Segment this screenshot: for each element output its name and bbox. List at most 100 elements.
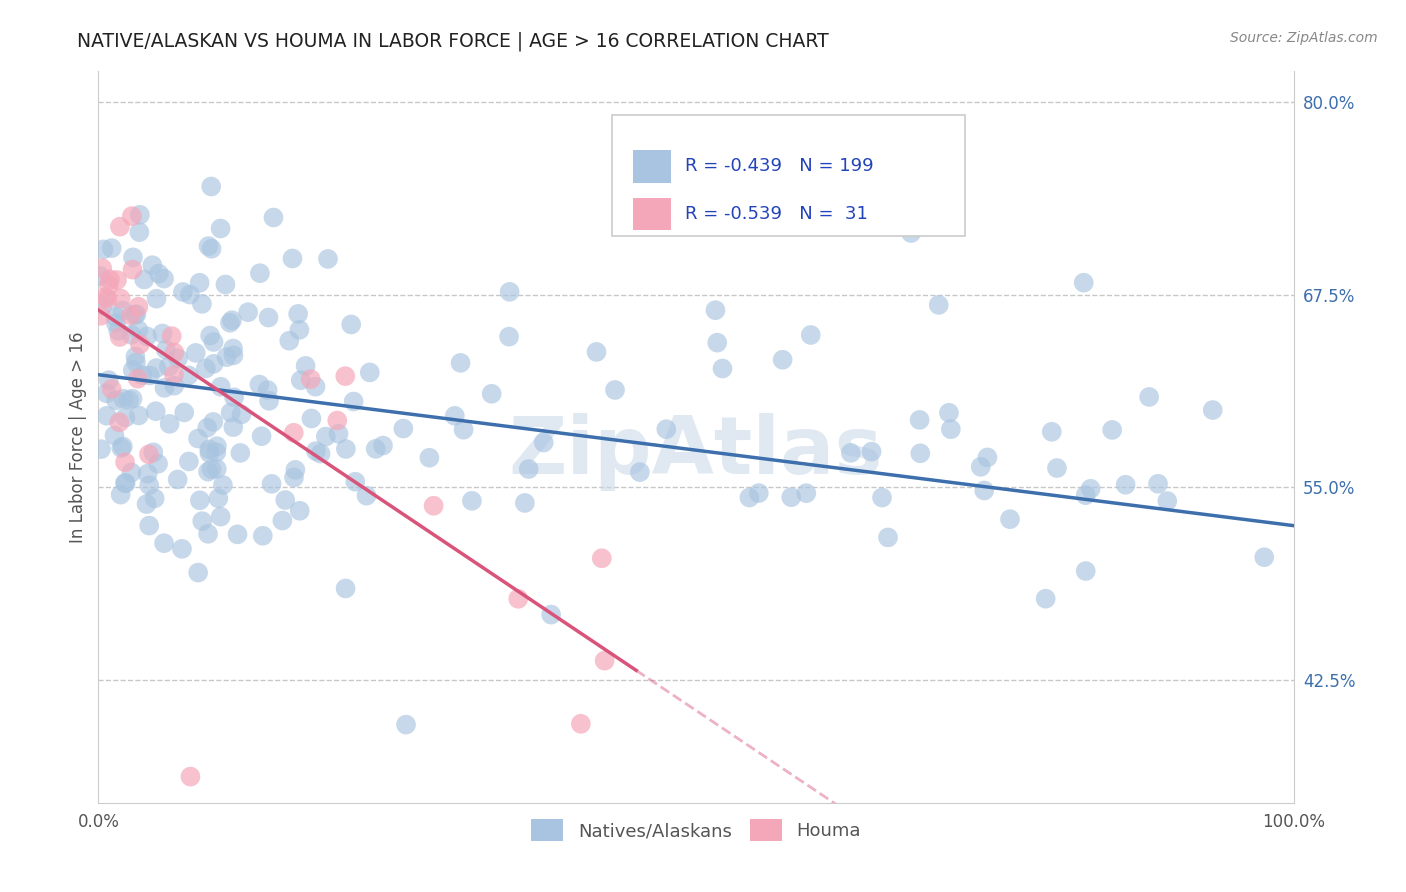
Point [205,445,228,459]
Point [860,444,883,458]
Point [910,446,932,460]
Point [188,276,211,290]
Point [128,225,150,239]
Point [135,497,157,511]
Point [136,329,159,343]
Point [256,383,278,397]
Point [114,410,136,425]
Point [284,463,307,477]
Point [301,411,323,425]
Point [172,285,194,299]
Text: R = -0.439   N = 199: R = -0.439 N = 199 [685,158,875,176]
Point [299,372,322,386]
Point [222,390,245,404]
Point [711,361,734,376]
Point [139,368,162,383]
Point [195,421,218,435]
Point [184,346,207,360]
Point [344,475,367,489]
Point [96,409,118,423]
Point [209,380,232,394]
Point [335,442,357,456]
Point [110,292,132,306]
Point [288,323,311,337]
Point [309,447,332,461]
Text: Source: ZipAtlas.com: Source: ZipAtlas.com [1230,31,1378,45]
Point [105,393,128,408]
Point [163,378,186,392]
Point [136,467,159,481]
Point [335,582,357,596]
Point [111,303,134,318]
Point [198,328,221,343]
Point [481,386,503,401]
Point [157,359,180,374]
Point [593,654,616,668]
Point [100,382,122,396]
Y-axis label: In Labor Force | Age > 16: In Labor Force | Age > 16 [69,331,87,543]
Point [103,428,125,442]
Point [207,491,229,506]
Point [111,440,134,454]
Point [533,435,555,450]
Point [122,251,145,265]
Point [138,478,160,492]
Point [121,262,143,277]
Point [121,209,143,223]
Point [105,273,128,287]
Point [998,512,1021,526]
Point [96,386,118,401]
Point [748,486,770,500]
Point [1046,461,1069,475]
Point [603,383,626,397]
Point [305,444,328,458]
Point [124,308,146,322]
Point [209,221,232,235]
Point [159,417,181,431]
Point [513,496,536,510]
Point [591,551,613,566]
Point [219,405,242,419]
Point [335,369,357,384]
Point [1147,476,1170,491]
Point [177,368,200,383]
Point [145,292,167,306]
Point [1080,482,1102,496]
Point [127,300,149,314]
Point [134,272,156,286]
Point [326,413,349,427]
Point [655,422,678,436]
Point [231,408,253,422]
Point [108,330,131,344]
Point [202,415,225,429]
Point [585,345,607,359]
Point [163,368,186,382]
Point [90,442,112,457]
Point [706,335,728,350]
Point [214,277,236,292]
FancyBboxPatch shape [633,197,671,230]
Point [1101,423,1123,437]
Point [153,536,176,550]
Point [222,342,245,356]
Point [271,514,294,528]
Point [198,442,221,457]
Point [128,337,150,351]
Point [179,287,201,301]
Point [704,303,727,318]
Point [1040,425,1063,439]
Point [194,361,217,376]
Point [120,309,142,323]
Point [114,455,136,469]
Point [152,326,174,341]
Point [155,343,177,357]
Point [418,450,440,465]
Point [772,352,794,367]
Point [263,211,285,225]
Point [257,310,280,325]
Point [508,591,530,606]
Point [257,393,280,408]
Point [540,607,562,622]
Point [219,316,242,330]
Point [1074,488,1097,502]
